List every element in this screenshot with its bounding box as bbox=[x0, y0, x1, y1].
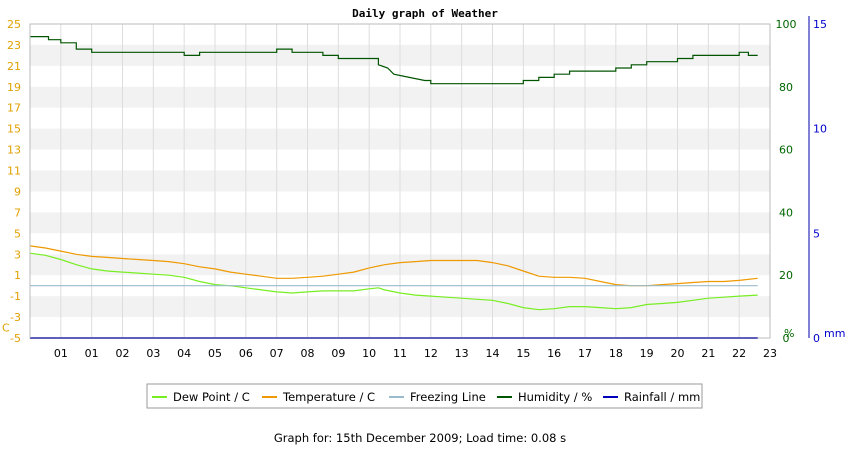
humidity-tick-label: 100 bbox=[776, 18, 797, 31]
left-tick-label: 11 bbox=[7, 165, 21, 178]
x-tick-label: 13 bbox=[455, 347, 469, 360]
rainfall-axis-unit: mm bbox=[824, 327, 845, 340]
x-tick-label: 04 bbox=[177, 347, 191, 360]
left-tick-label: 15 bbox=[7, 123, 21, 136]
legend-label: Freezing Line bbox=[410, 390, 486, 404]
x-tick-label: 17 bbox=[578, 347, 592, 360]
series-line-0 bbox=[29, 252, 758, 311]
legend-label: Humidity / % bbox=[518, 390, 592, 404]
left-tick-label: 17 bbox=[7, 102, 21, 115]
rainfall-tick-label: 10 bbox=[813, 123, 827, 136]
x-tick-label: 01 bbox=[85, 347, 99, 360]
left-tick-label: 19 bbox=[7, 81, 21, 94]
left-tick-label: 3 bbox=[14, 248, 21, 261]
humidity-tick-label: 20 bbox=[779, 269, 793, 282]
plot-frame bbox=[29, 23, 771, 339]
legend-label: Temperature / C bbox=[282, 390, 375, 404]
x-tick-label: 18 bbox=[609, 347, 623, 360]
x-tick-label: 09 bbox=[331, 347, 345, 360]
humidity-tick-label: 60 bbox=[779, 144, 793, 157]
x-tick-label: 19 bbox=[640, 347, 654, 360]
humidity-axis-ticks: 100 80 60 40 20 0 bbox=[776, 18, 797, 345]
rainfall-tick-label: 5 bbox=[813, 227, 820, 240]
x-tick-label: 23 bbox=[763, 347, 777, 360]
x-tick-label: 07 bbox=[270, 347, 284, 360]
x-tick-label: 22 bbox=[732, 347, 746, 360]
x-tick-label: 12 bbox=[424, 347, 438, 360]
legend-label: Rainfall / mm bbox=[624, 390, 700, 404]
x-axis-ticks: 01 01 02 03 04 05 06 07 08 09 10 11 12 13 14 15 16 17 18 19… bbox=[54, 347, 777, 360]
x-tick-label: 14 bbox=[486, 347, 500, 360]
left-tick-label: 7 bbox=[14, 206, 21, 219]
humidity-axis-unit: % bbox=[784, 327, 794, 340]
x-tick-label: 05 bbox=[208, 347, 222, 360]
rainfall-tick-label: 15 bbox=[813, 18, 827, 31]
left-tick-label: 25 bbox=[7, 18, 21, 31]
x-tick-label: 01 bbox=[54, 347, 68, 360]
legend: Dew Point / C Temperature / C Freezing Lin… bbox=[146, 383, 703, 409]
x-tick-label: 16 bbox=[547, 347, 561, 360]
x-tick-label: 20 bbox=[671, 347, 685, 360]
humidity-tick-label: 0 bbox=[783, 332, 790, 345]
x-tick-label: 15 bbox=[516, 347, 530, 360]
rainfall-tick-label: 0 bbox=[813, 332, 820, 345]
rainfall-axis-ticks: 15 10 5 0 bbox=[813, 18, 827, 345]
x-tick-label: 21 bbox=[701, 347, 715, 360]
legend-label: Dew Point / C bbox=[173, 390, 250, 404]
left-axis-unit: C bbox=[2, 322, 10, 335]
left-tick-label: -1 bbox=[10, 290, 21, 303]
left-tick-label: -3 bbox=[10, 311, 21, 324]
left-tick-label: 13 bbox=[7, 144, 21, 157]
x-tick-label: 08 bbox=[301, 347, 315, 360]
left-tick-label: 23 bbox=[7, 39, 21, 52]
x-tick-label: 02 bbox=[116, 347, 130, 360]
humidity-tick-label: 80 bbox=[779, 81, 793, 94]
left-tick-label: 9 bbox=[14, 185, 21, 198]
x-tick-label: 06 bbox=[239, 347, 253, 360]
left-tick-label: 1 bbox=[14, 269, 21, 282]
chart-title: Daily graph of Weather bbox=[352, 7, 498, 20]
x-tick-label: 11 bbox=[393, 347, 407, 360]
left-tick-label: 21 bbox=[7, 60, 21, 73]
humidity-tick-label: 40 bbox=[779, 206, 793, 219]
left-tick-label: -5 bbox=[10, 332, 21, 345]
series-line-3 bbox=[30, 36, 758, 85]
footer-caption: Graph for: 15th December 2009; Load time… bbox=[274, 431, 566, 445]
left-axis-ticks: 25 23 21 19 17 15 13 11 9 7 5 3 1 -1 -3 -5 bbox=[7, 18, 21, 345]
left-tick-label: 5 bbox=[14, 227, 21, 240]
x-tick-label: 03 bbox=[146, 347, 160, 360]
x-tick-label: 10 bbox=[362, 347, 376, 360]
